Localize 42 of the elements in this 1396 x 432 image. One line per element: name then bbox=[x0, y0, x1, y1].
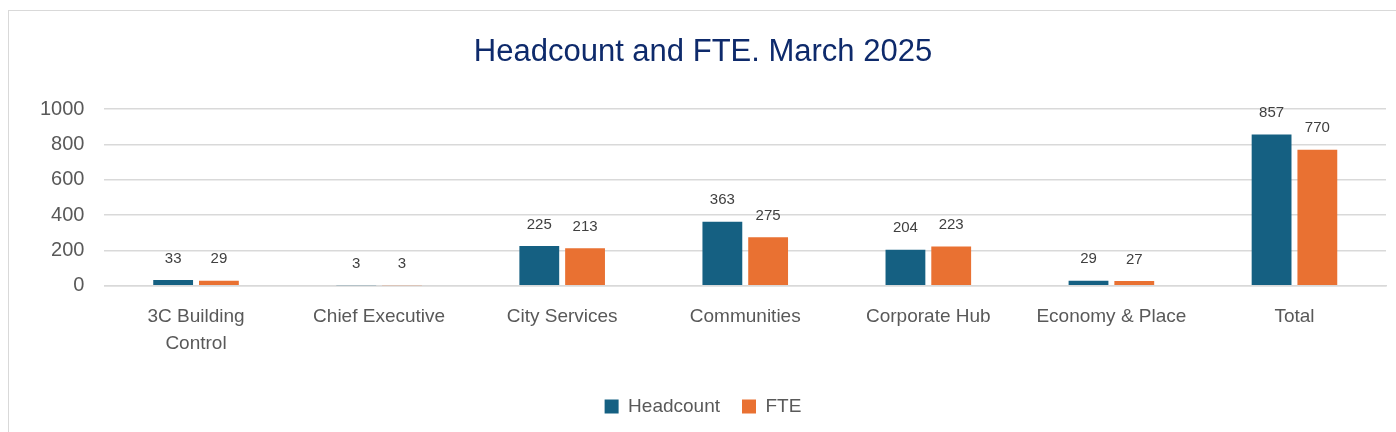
data-label: 225 bbox=[526, 214, 552, 232]
data-label: 3 bbox=[397, 253, 407, 271]
data-label: 223 bbox=[938, 215, 964, 233]
x-tick-label: Economy & Place bbox=[1036, 305, 1187, 327]
bar bbox=[931, 246, 972, 286]
bar bbox=[1297, 149, 1338, 286]
x-tick-label: Corporate Hub bbox=[866, 305, 991, 327]
bar bbox=[519, 246, 560, 286]
x-tick-label: Chief Executive bbox=[313, 305, 446, 327]
legend-label: Headcount bbox=[628, 394, 721, 416]
y-tick-label: 800 bbox=[51, 132, 85, 155]
data-label: 770 bbox=[1304, 118, 1330, 136]
data-label: 275 bbox=[755, 205, 781, 223]
y-tick-label: 600 bbox=[51, 167, 85, 190]
data-label: 213 bbox=[572, 216, 598, 234]
y-tick-label: 1000 bbox=[39, 96, 85, 119]
bar bbox=[1114, 281, 1155, 286]
bar bbox=[748, 237, 789, 286]
x-tick-label: Total bbox=[1274, 305, 1315, 327]
data-label: 363 bbox=[709, 190, 735, 208]
x-tick-label: Communities bbox=[689, 305, 801, 327]
y-tick-label: 200 bbox=[51, 238, 85, 260]
data-label: 29 bbox=[1080, 249, 1097, 267]
x-tick-label: City Services bbox=[506, 305, 618, 327]
data-label: 27 bbox=[1125, 249, 1143, 267]
data-label: 857 bbox=[1259, 103, 1285, 121]
y-tick-label: 400 bbox=[51, 202, 85, 225]
legend-label: FTE bbox=[765, 394, 802, 416]
bar bbox=[1251, 134, 1292, 286]
y-tick-label: 0 bbox=[73, 273, 85, 296]
bar bbox=[1068, 280, 1109, 286]
bar bbox=[885, 249, 926, 286]
bar bbox=[199, 280, 239, 286]
bar bbox=[702, 221, 743, 286]
x-tick-label: 3C Building Control bbox=[147, 305, 245, 353]
data-label: 29 bbox=[210, 249, 228, 267]
data-label: 33 bbox=[164, 248, 182, 266]
bar bbox=[565, 248, 605, 286]
data-label: 204 bbox=[892, 218, 918, 236]
data-label: 3 bbox=[352, 253, 361, 271]
chart-title: Headcount and FTE. March 2025 bbox=[473, 33, 933, 69]
bar bbox=[153, 279, 194, 286]
